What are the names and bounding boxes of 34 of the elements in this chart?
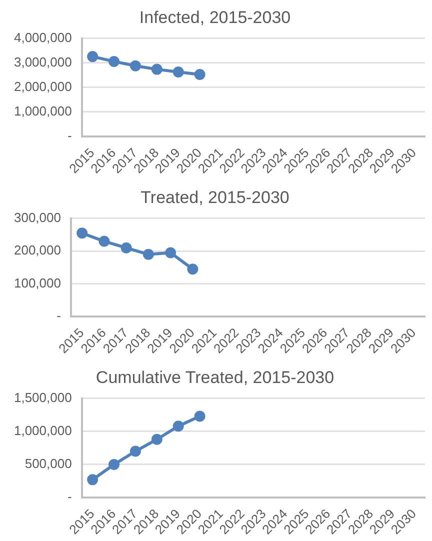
point [194, 410, 206, 422]
y-tick-label: 2,000,000 [14, 79, 72, 94]
chart-title: Infected, 2015-2030 [139, 8, 291, 27]
point [151, 64, 162, 75]
y-tick-label: 300,000 [14, 210, 61, 225]
y-tick-label: 1,000,000 [14, 104, 72, 119]
point [151, 434, 162, 445]
y-tick-label: - [67, 489, 72, 504]
y-tick-label: 100,000 [14, 275, 61, 290]
y-tick-label: 1,000,000 [14, 423, 72, 438]
point [165, 247, 176, 258]
point [108, 458, 120, 470]
chart-title: Cumulative Treated, 2015-2030 [96, 368, 334, 387]
point [87, 474, 98, 486]
point [108, 56, 120, 67]
y-tick-label: 4,000,000 [14, 30, 72, 45]
y-tick-label: - [56, 308, 61, 324]
y-tick-label: - [67, 128, 72, 144]
point [130, 446, 141, 457]
point [130, 60, 141, 72]
point [87, 51, 98, 62]
y-tick-label: 500,000 [24, 456, 72, 472]
point [98, 236, 110, 247]
y-tick-label: 200,000 [14, 242, 61, 258]
y-tick-label: 1,500,000 [14, 390, 72, 405]
chart-title: Treated, 2015-2030 [140, 188, 290, 207]
point [187, 264, 198, 275]
point [142, 248, 154, 260]
y-tick-label: 3,000,000 [14, 54, 72, 70]
point [194, 68, 206, 80]
point [120, 242, 132, 254]
point [172, 420, 184, 432]
point [76, 228, 88, 239]
point [172, 66, 184, 78]
